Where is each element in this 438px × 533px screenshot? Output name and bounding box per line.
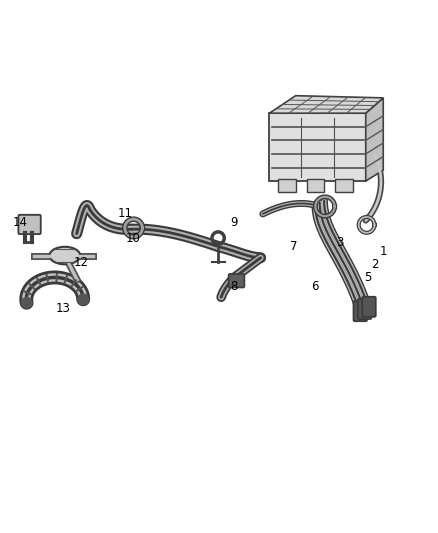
- Text: 9: 9: [230, 216, 238, 229]
- FancyBboxPatch shape: [362, 297, 376, 317]
- Circle shape: [21, 297, 32, 308]
- Text: 13: 13: [56, 302, 71, 314]
- Text: 2: 2: [371, 258, 378, 271]
- Ellipse shape: [49, 247, 80, 264]
- FancyBboxPatch shape: [307, 179, 324, 192]
- FancyBboxPatch shape: [358, 299, 371, 319]
- FancyBboxPatch shape: [353, 301, 367, 321]
- Text: 3: 3: [336, 236, 343, 249]
- Polygon shape: [269, 96, 383, 113]
- FancyBboxPatch shape: [18, 215, 41, 234]
- Text: 8: 8: [231, 280, 238, 293]
- Text: 7: 7: [290, 240, 297, 253]
- Text: 5: 5: [364, 271, 371, 284]
- Text: 14: 14: [12, 216, 27, 229]
- Text: 1: 1: [379, 245, 387, 257]
- Polygon shape: [366, 98, 383, 181]
- Text: 6: 6: [311, 280, 319, 293]
- Text: 12: 12: [74, 256, 88, 269]
- Text: 11: 11: [117, 207, 132, 221]
- FancyBboxPatch shape: [278, 179, 296, 192]
- FancyBboxPatch shape: [269, 113, 366, 181]
- Text: 10: 10: [126, 231, 141, 245]
- Circle shape: [78, 294, 88, 304]
- FancyBboxPatch shape: [335, 179, 353, 192]
- FancyBboxPatch shape: [229, 274, 244, 287]
